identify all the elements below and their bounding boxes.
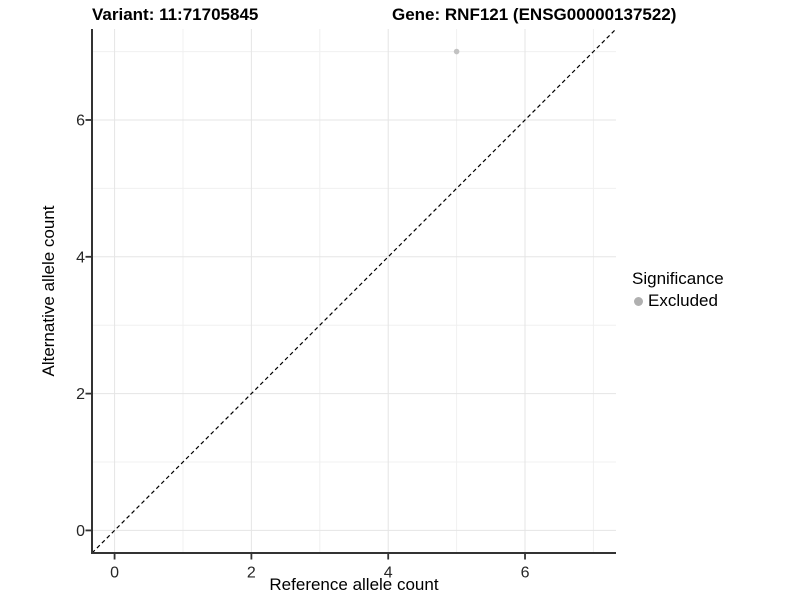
legend: Significance Excluded <box>632 268 724 312</box>
legend-item-excluded: Excluded <box>632 290 724 312</box>
tick-label: 4 <box>384 565 393 582</box>
tick-label: 6 <box>521 565 530 582</box>
scatter-point <box>453 48 460 55</box>
x-axis-title: Reference allele count <box>269 575 439 594</box>
minor-gridlines <box>92 29 616 553</box>
major-gridlines <box>92 29 616 553</box>
x-tick-labels: 0 2 4 6 <box>110 565 529 582</box>
excluded-swatch-icon <box>634 296 643 306</box>
y-tick-labels: 0 2 4 6 <box>76 112 85 539</box>
axis-tick-marks <box>85 119 526 560</box>
y-axis-title: Alternative allele count <box>39 205 58 377</box>
tick-label: 0 <box>76 523 85 540</box>
variant-title: Variant: 11:71705845 <box>92 5 259 24</box>
tick-label: 0 <box>110 565 119 582</box>
identity-dashed-line <box>91 28 617 554</box>
axis-lines <box>91 29 616 554</box>
data-points <box>453 48 460 55</box>
tick-label: 2 <box>76 386 85 403</box>
tick-label: 6 <box>76 112 85 129</box>
tick-label: 4 <box>76 249 85 266</box>
gene-title: Gene: RNF121 (ENSG00000137522) <box>392 5 677 24</box>
legend-item-label: Excluded <box>648 291 718 310</box>
legend-title: Significance <box>632 269 724 288</box>
tick-label: 2 <box>247 565 256 582</box>
